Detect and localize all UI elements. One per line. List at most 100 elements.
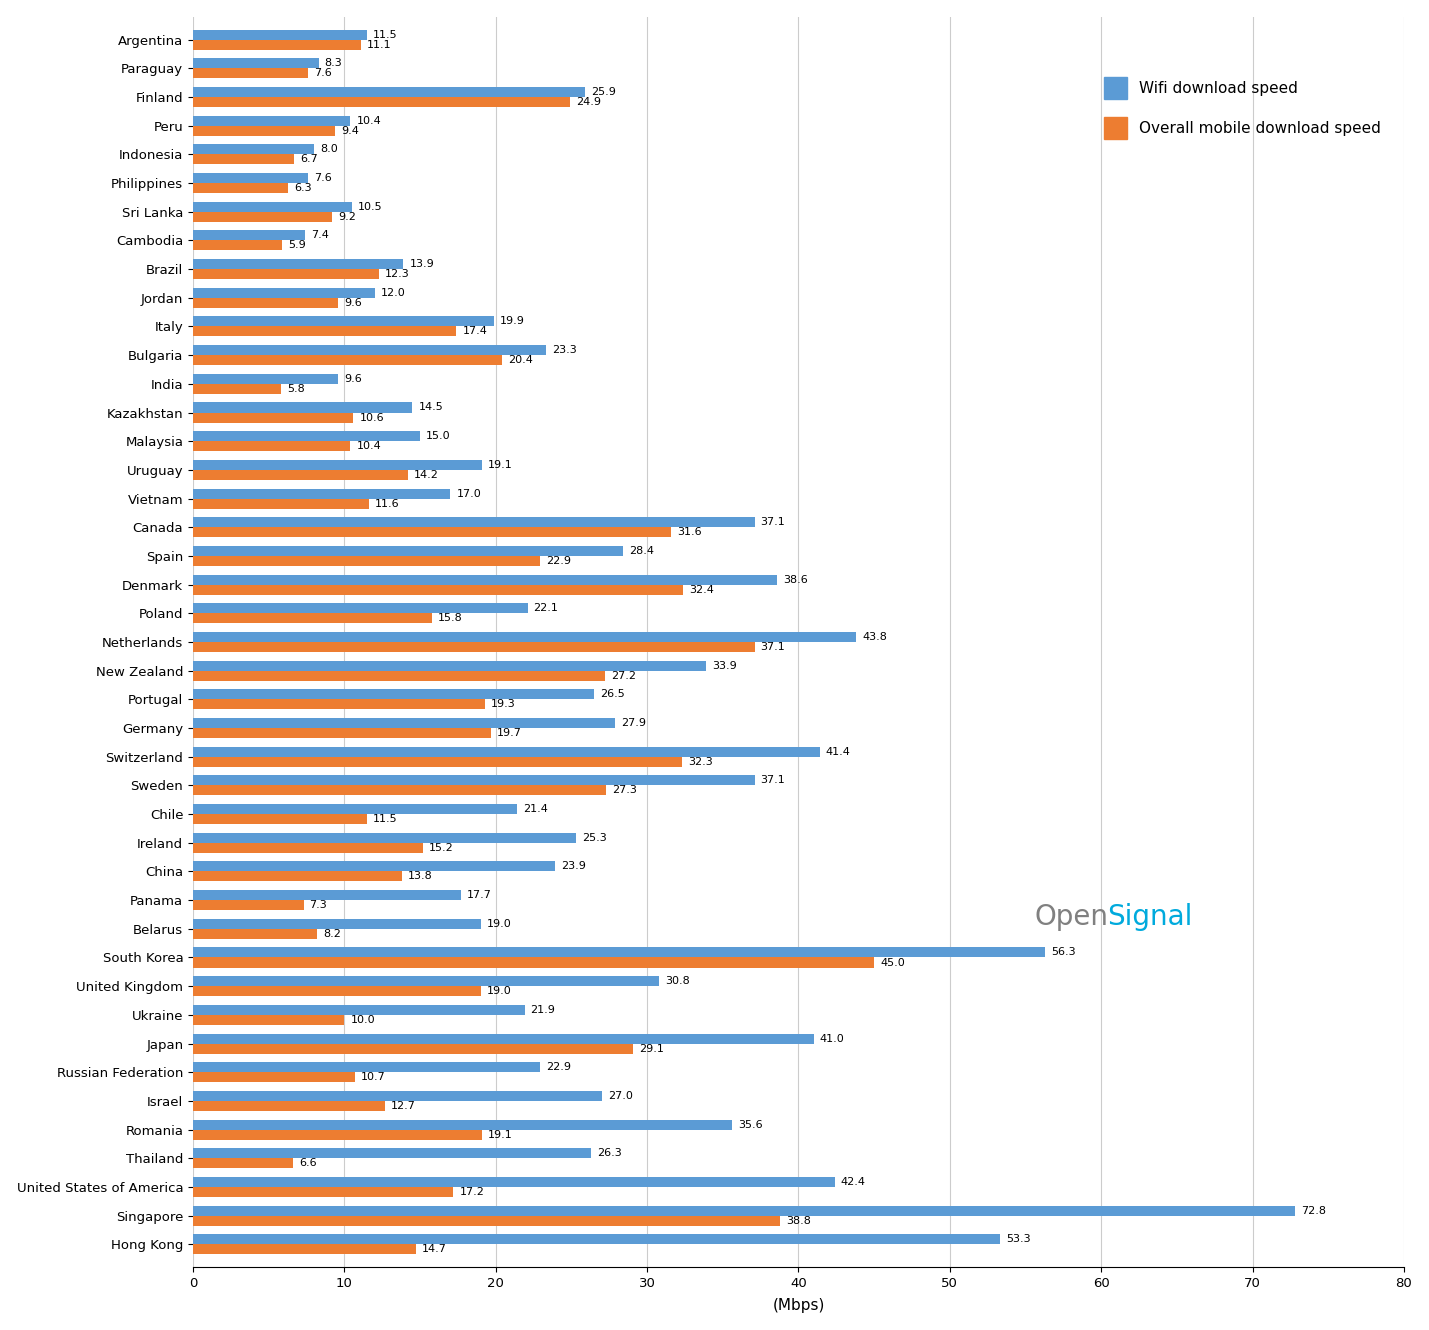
Bar (193, 469, 407, 480)
Text: 10.6: 10.6 (360, 412, 384, 423)
Text: 10.4: 10.4 (356, 442, 382, 451)
Bar (193, 1186, 453, 1197)
Text: 21.9: 21.9 (530, 1005, 556, 1015)
Bar (193, 40, 362, 49)
Bar (193, 786, 606, 795)
Bar (193, 230, 304, 241)
Text: 27.9: 27.9 (622, 718, 646, 728)
Text: 19.9: 19.9 (500, 317, 526, 326)
Text: 37.1: 37.1 (760, 642, 786, 652)
Bar (193, 1101, 386, 1111)
Text: 22.1: 22.1 (533, 604, 559, 613)
Bar (193, 412, 353, 423)
Bar (193, 384, 282, 394)
Text: 6.3: 6.3 (294, 184, 312, 193)
Bar (193, 1091, 602, 1101)
Bar (193, 125, 336, 136)
Text: 15.2: 15.2 (429, 843, 454, 853)
X-axis label: (Mbps): (Mbps) (772, 1298, 825, 1313)
Text: 32.3: 32.3 (687, 757, 713, 766)
Text: 24.9: 24.9 (576, 97, 602, 106)
Bar (193, 211, 333, 222)
Bar (193, 1158, 293, 1168)
Text: 37.1: 37.1 (760, 775, 786, 786)
Bar (193, 527, 672, 537)
Bar (193, 976, 659, 986)
Text: 17.4: 17.4 (463, 326, 487, 336)
Bar (193, 700, 486, 709)
Text: 45.0: 45.0 (880, 958, 905, 967)
Text: 12.3: 12.3 (386, 269, 410, 279)
Text: 12.7: 12.7 (392, 1101, 416, 1111)
Bar (193, 843, 423, 853)
Bar (193, 1234, 1000, 1245)
Bar (193, 757, 682, 767)
Bar (193, 585, 683, 595)
Text: 19.0: 19.0 (487, 987, 512, 996)
Bar (193, 59, 319, 68)
Text: 42.4: 42.4 (840, 1177, 866, 1186)
Bar (193, 374, 339, 384)
Bar (193, 298, 339, 307)
Bar (193, 1245, 416, 1254)
Bar (193, 1015, 344, 1025)
Text: 29.1: 29.1 (640, 1044, 664, 1053)
Bar (193, 642, 755, 652)
Text: 19.3: 19.3 (492, 700, 516, 709)
Text: Open: Open (1035, 903, 1109, 931)
Text: 13.8: 13.8 (407, 871, 433, 882)
Text: 20.4: 20.4 (507, 355, 533, 366)
Bar (193, 29, 367, 40)
Legend: Wifi download speed, Overall mobile download speed: Wifi download speed, Overall mobile down… (1089, 61, 1396, 154)
Bar (193, 442, 350, 451)
Text: 23.3: 23.3 (552, 344, 576, 355)
Bar (193, 545, 623, 556)
Bar (193, 1148, 592, 1158)
Text: 22.9: 22.9 (546, 556, 570, 567)
Text: 41.0: 41.0 (820, 1033, 845, 1044)
Text: 17.0: 17.0 (456, 488, 482, 499)
Text: 10.0: 10.0 (350, 1015, 374, 1025)
Bar (193, 986, 480, 996)
Text: 19.7: 19.7 (497, 728, 522, 738)
Bar (193, 86, 584, 97)
Bar (193, 890, 462, 900)
Bar (193, 431, 420, 442)
Bar (193, 746, 820, 757)
Text: 12.0: 12.0 (380, 287, 406, 298)
Bar (193, 928, 317, 939)
Text: 5.8: 5.8 (287, 384, 304, 394)
Text: 17.7: 17.7 (467, 890, 492, 900)
Text: 19.1: 19.1 (489, 1129, 513, 1140)
Text: 14.2: 14.2 (414, 469, 439, 480)
Text: 25.9: 25.9 (592, 86, 616, 97)
Text: 27.2: 27.2 (610, 670, 636, 681)
Bar (193, 1005, 524, 1015)
Text: 7.6: 7.6 (314, 68, 332, 78)
Text: 33.9: 33.9 (712, 661, 737, 670)
Bar (193, 269, 379, 279)
Text: 13.9: 13.9 (410, 259, 434, 269)
Bar (193, 287, 374, 298)
Bar (193, 862, 554, 871)
Bar (193, 173, 309, 184)
Text: 26.5: 26.5 (600, 689, 624, 700)
Text: 56.3: 56.3 (1052, 947, 1076, 958)
Text: 25.3: 25.3 (582, 833, 607, 843)
Text: 5.9: 5.9 (289, 241, 306, 250)
Bar (193, 833, 576, 843)
Bar (193, 775, 755, 786)
Text: 31.6: 31.6 (677, 527, 702, 537)
Text: 9.4: 9.4 (342, 125, 359, 136)
Text: 7.3: 7.3 (310, 900, 327, 910)
Text: 11.5: 11.5 (373, 814, 397, 825)
Text: 14.5: 14.5 (419, 403, 443, 412)
Text: 19.0: 19.0 (487, 919, 512, 928)
Text: 10.5: 10.5 (359, 202, 383, 211)
Bar (193, 460, 482, 469)
Text: 8.2: 8.2 (323, 928, 342, 939)
Bar (193, 1072, 354, 1083)
Bar (193, 556, 540, 567)
Bar (193, 241, 283, 250)
Bar (193, 919, 480, 928)
